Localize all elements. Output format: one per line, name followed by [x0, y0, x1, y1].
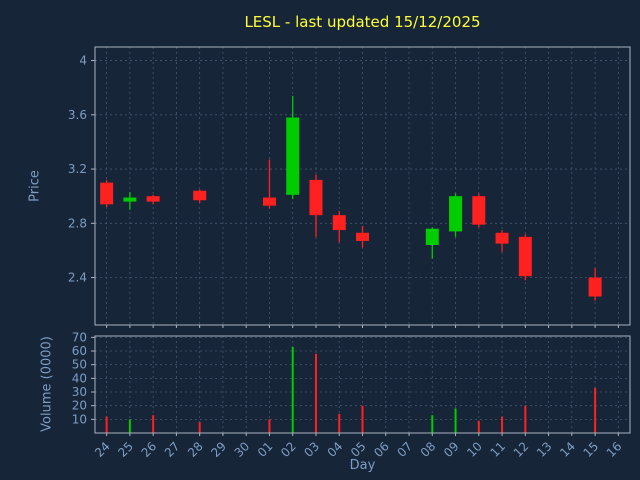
day-tick-label: 13	[534, 439, 555, 460]
day-tick-label: 15	[581, 439, 602, 460]
day-tick-label: 14	[557, 439, 578, 460]
volume-bar	[128, 419, 131, 433]
price-tick-label: 2.4	[68, 271, 87, 285]
volume-bar	[501, 416, 504, 433]
day-tick-label: 16	[604, 439, 625, 460]
day-tick-label: 09	[441, 439, 462, 460]
volume-bar	[361, 405, 364, 433]
day-tick-label: 05	[348, 439, 369, 460]
day-tick-label: 28	[185, 439, 206, 460]
day-tick-label: 01	[255, 439, 276, 460]
volume-tick-label: 40	[72, 371, 87, 385]
candle-body	[472, 196, 486, 225]
day-tick-label: 06	[371, 439, 392, 460]
candle-body	[332, 215, 346, 231]
volume-bar	[431, 415, 434, 433]
day-tick-label: 11	[487, 439, 508, 460]
candle-body	[588, 277, 602, 297]
day-tick-label: 10	[464, 439, 485, 460]
day-tick-label: 24	[92, 439, 113, 460]
day-tick-label: 07	[394, 439, 415, 460]
candle-body	[262, 197, 276, 206]
price-tick-label: 3.6	[68, 108, 87, 122]
candle-body	[309, 179, 323, 216]
day-tick-label: 26	[139, 439, 160, 460]
volume-bar	[594, 387, 597, 433]
volume-bar	[152, 415, 155, 433]
volume-tick-label: 10	[72, 412, 87, 426]
chart-title: LESL - last updated 15/12/2025	[244, 13, 481, 31]
day-axis-label: Day	[349, 458, 376, 473]
volume-tick-label: 30	[72, 385, 87, 399]
volume-bar	[198, 422, 201, 433]
candle-body	[286, 117, 300, 195]
day-tick-label: 08	[418, 439, 439, 460]
volume-bar	[268, 419, 271, 433]
day-tick-label: 12	[511, 439, 532, 460]
volume-bar	[524, 405, 527, 433]
volume-bar	[338, 413, 341, 433]
candle-body	[495, 232, 509, 244]
day-tick-label: 25	[115, 439, 136, 460]
volume-tick-label: 20	[72, 399, 87, 413]
candle-body	[518, 236, 532, 277]
day-tick-label: 02	[278, 439, 299, 460]
candle-body	[146, 196, 160, 202]
candle-body	[100, 182, 114, 205]
price-tick-label: 2.8	[68, 216, 87, 230]
volume-bar	[454, 408, 457, 433]
candle-body	[123, 197, 137, 202]
volume-tick-label: 50	[72, 358, 87, 372]
day-tick-label: 04	[325, 439, 346, 460]
volume-bar	[314, 353, 317, 433]
candle-body	[356, 232, 369, 241]
day-tick-label: 29	[208, 439, 229, 460]
volume-bar	[291, 346, 294, 433]
volume-tick-label: 70	[72, 330, 87, 344]
volume-tick-label: 60	[72, 344, 87, 358]
price-tick-label: 3.2	[68, 162, 87, 176]
candle-body	[425, 228, 439, 245]
volume-bar	[477, 420, 480, 433]
day-tick-label: 27	[162, 439, 183, 460]
candle-body	[449, 196, 463, 232]
price-tick-label: 4	[79, 54, 87, 68]
volume-bar	[105, 416, 108, 433]
candle-body	[193, 190, 207, 201]
day-tick-label: 30	[232, 439, 253, 460]
day-tick-label: 03	[301, 439, 322, 460]
